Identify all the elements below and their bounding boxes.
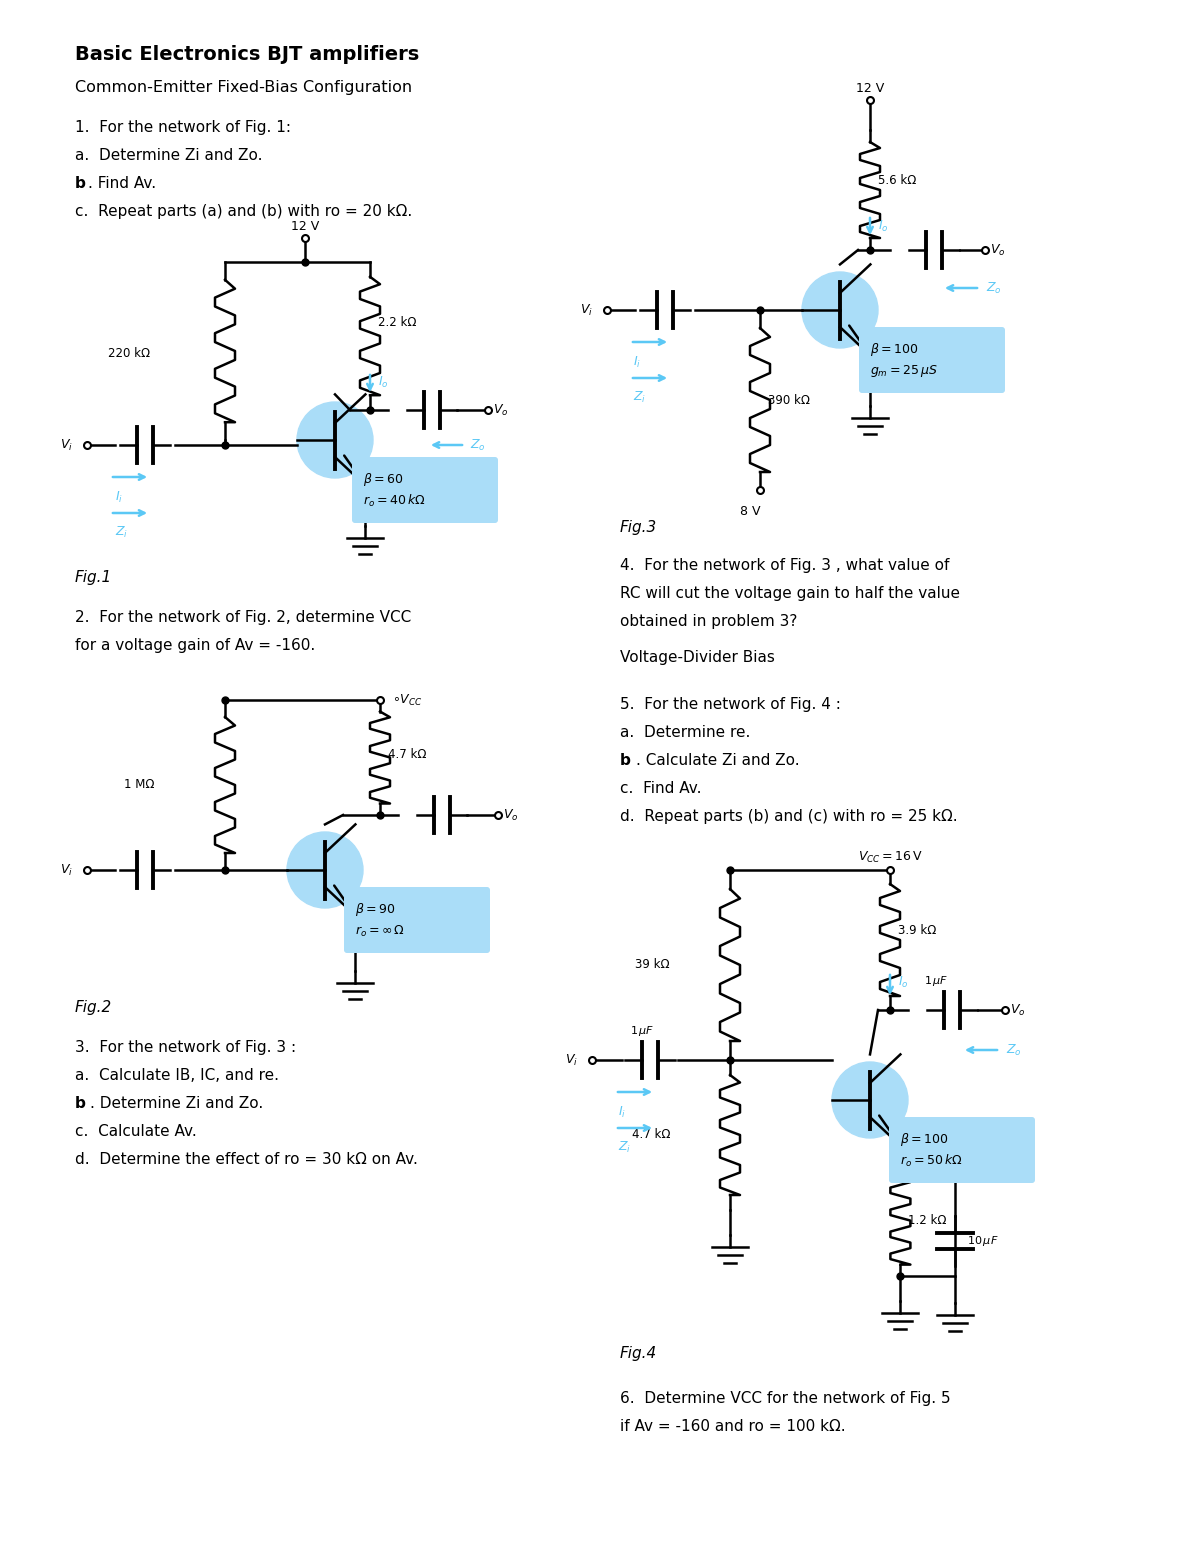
Text: obtained in problem 3?: obtained in problem 3? (620, 613, 797, 629)
Text: $V_o$: $V_o$ (503, 808, 518, 823)
Text: 390 kΩ: 390 kΩ (768, 393, 810, 407)
Text: a.  Determine Zi and Zo.: a. Determine Zi and Zo. (74, 148, 263, 163)
Text: Basic Electronics BJT amplifiers: Basic Electronics BJT amplifiers (74, 45, 419, 64)
Text: $Z_o$: $Z_o$ (470, 438, 486, 452)
Text: c.  Repeat parts (a) and (b) with ro = 20 kΩ.: c. Repeat parts (a) and (b) with ro = 20… (74, 203, 413, 219)
Text: $1\,\mu F$: $1\,\mu F$ (924, 974, 948, 988)
Text: d.  Repeat parts (b) and (c) with ro = 25 kΩ.: d. Repeat parts (b) and (c) with ro = 25… (620, 809, 958, 825)
Text: $I_o$: $I_o$ (878, 219, 889, 233)
Text: Fig.1: Fig.1 (74, 570, 113, 585)
Text: $V_o$: $V_o$ (493, 402, 509, 418)
Text: . Calculate Zi and Zo.: . Calculate Zi and Zo. (636, 753, 799, 769)
Text: Voltage-Divider Bias: Voltage-Divider Bias (620, 651, 775, 665)
Text: $Z_i$: $Z_i$ (115, 525, 128, 540)
Text: for a voltage gain of Av = -160.: for a voltage gain of Av = -160. (74, 638, 316, 652)
Text: . Find Av.: . Find Av. (88, 175, 156, 191)
Text: 1.2 kΩ: 1.2 kΩ (908, 1214, 947, 1227)
Text: a.  Determine re.: a. Determine re. (620, 725, 750, 739)
Text: 220 kΩ: 220 kΩ (108, 346, 150, 360)
Text: 39 kΩ: 39 kΩ (635, 958, 670, 972)
FancyBboxPatch shape (859, 328, 1006, 393)
Text: Common-Emitter Fixed-Bias Configuration: Common-Emitter Fixed-Bias Configuration (74, 81, 412, 95)
Text: $Z_i$: $Z_i$ (618, 1140, 631, 1155)
Circle shape (832, 1062, 908, 1138)
Text: $I_i$: $I_i$ (618, 1106, 626, 1120)
Text: 8 V: 8 V (739, 505, 761, 519)
Text: $V_{CC} = 16\,\text{V}$: $V_{CC} = 16\,\text{V}$ (858, 849, 923, 865)
Text: $\beta = 100$: $\beta = 100$ (870, 340, 918, 357)
Text: $V_i$: $V_i$ (580, 303, 593, 317)
Text: $I_o$: $I_o$ (898, 974, 908, 989)
Text: Fig.2: Fig.2 (74, 1000, 113, 1016)
Text: 12 V: 12 V (856, 82, 884, 95)
Text: $Z_o$: $Z_o$ (1006, 1042, 1021, 1058)
Text: a.  Calculate IB, IC, and re.: a. Calculate IB, IC, and re. (74, 1068, 278, 1082)
Circle shape (298, 402, 373, 478)
Text: 4.7 kΩ: 4.7 kΩ (388, 749, 426, 761)
Text: if Av = -160 and ro = 100 kΩ.: if Av = -160 and ro = 100 kΩ. (620, 1418, 846, 1433)
Text: b: b (74, 175, 86, 191)
Text: 1.  For the network of Fig. 1:: 1. For the network of Fig. 1: (74, 120, 292, 135)
Text: b: b (620, 753, 631, 769)
FancyBboxPatch shape (889, 1117, 1034, 1183)
Text: $I_o$: $I_o$ (378, 374, 389, 390)
Text: d.  Determine the effect of ro = 30 kΩ on Av.: d. Determine the effect of ro = 30 kΩ on… (74, 1152, 418, 1166)
Text: $\beta = 60$: $\beta = 60$ (364, 471, 403, 488)
Text: $Z_o$: $Z_o$ (986, 281, 1002, 295)
Text: c.  Calculate Av.: c. Calculate Av. (74, 1124, 197, 1138)
Text: $Z_i$: $Z_i$ (634, 390, 647, 405)
Text: 2.2 kΩ: 2.2 kΩ (378, 315, 416, 329)
Text: $10\,\mu F$: $10\,\mu F$ (967, 1233, 998, 1247)
Text: $I_i$: $I_i$ (115, 491, 124, 505)
Text: $1\,\mu F$: $1\,\mu F$ (630, 1023, 654, 1037)
Text: $I_i$: $I_i$ (634, 356, 641, 370)
Text: RC will cut the voltage gain to half the value: RC will cut the voltage gain to half the… (620, 585, 960, 601)
Text: 5.6 kΩ: 5.6 kΩ (878, 174, 917, 186)
Circle shape (287, 832, 364, 909)
Text: $\circ V_{CC}$: $\circ V_{CC}$ (392, 693, 422, 708)
Text: $V_i$: $V_i$ (565, 1053, 578, 1067)
Text: 4.  For the network of Fig. 3 , what value of: 4. For the network of Fig. 3 , what valu… (620, 558, 949, 573)
Text: $\beta = 90$: $\beta = 90$ (355, 901, 396, 918)
Text: $g_{m} = 25\,\mu S$: $g_{m} = 25\,\mu S$ (870, 363, 937, 379)
Text: 3.9 kΩ: 3.9 kΩ (898, 924, 936, 936)
Text: 3.  For the network of Fig. 3 :: 3. For the network of Fig. 3 : (74, 1041, 296, 1054)
Text: $r_o = 50\,k\Omega$: $r_o = 50\,k\Omega$ (900, 1152, 962, 1169)
Text: b: b (74, 1096, 86, 1110)
Text: 4.7 kΩ: 4.7 kΩ (631, 1129, 670, 1141)
FancyBboxPatch shape (352, 457, 498, 523)
Text: c.  Find Av.: c. Find Av. (620, 781, 702, 797)
Text: 12 V: 12 V (290, 221, 319, 233)
Text: 2.  For the network of Fig. 2, determine VCC: 2. For the network of Fig. 2, determine … (74, 610, 412, 624)
Text: $V_o$: $V_o$ (1010, 1002, 1026, 1017)
Text: $\beta = 100$: $\beta = 100$ (900, 1131, 948, 1148)
FancyBboxPatch shape (344, 887, 490, 954)
Text: . Determine Zi and Zo.: . Determine Zi and Zo. (90, 1096, 263, 1110)
Text: $V_i$: $V_i$ (60, 862, 73, 877)
Text: $V_i$: $V_i$ (60, 438, 73, 452)
Text: 1 MΩ: 1 MΩ (125, 778, 155, 792)
Text: $r_o = 40\,k\Omega$: $r_o = 40\,k\Omega$ (364, 492, 426, 509)
Text: $V_o$: $V_o$ (990, 242, 1006, 258)
Text: 5.  For the network of Fig. 4 :: 5. For the network of Fig. 4 : (620, 697, 841, 711)
Text: $r_o = \infty\,\Omega$: $r_o = \infty\,\Omega$ (355, 924, 404, 938)
Text: 6.  Determine VCC for the network of Fig. 5: 6. Determine VCC for the network of Fig.… (620, 1390, 950, 1405)
Text: Fig.3: Fig.3 (620, 520, 658, 534)
Text: Fig.4: Fig.4 (620, 1345, 658, 1360)
Circle shape (802, 272, 878, 348)
